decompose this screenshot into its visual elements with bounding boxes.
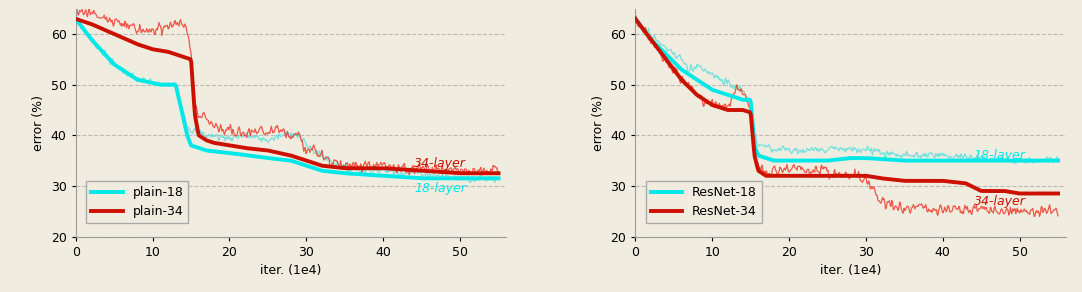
ResNet-34 [1001,190,1014,193]
ResNet-34 [660,58,673,61]
plain-18 [361,173,374,177]
plain-34 [69,17,82,21]
Line: ResNet-34: ResNet-34 [635,19,1058,194]
Text: 34-layer: 34-layer [974,194,1026,208]
ResNet-34 [629,17,642,21]
Y-axis label: error (%): error (%) [32,95,45,151]
plain-34 [262,149,275,152]
plain-18 [415,177,428,180]
Line: plain-18: plain-18 [76,19,499,178]
ResNet-18 [922,159,935,162]
ResNet-18 [660,53,673,56]
plain-18 [443,177,456,180]
Legend: ResNet-18, ResNet-34: ResNet-18, ResNet-34 [646,181,762,223]
Legend: plain-18, plain-34: plain-18, plain-34 [87,181,188,223]
plain-34 [454,171,467,175]
ResNet-18 [629,17,642,21]
Text: 18-layer: 18-layer [974,149,1026,162]
ResNet-18 [822,159,835,162]
ResNet-34 [1014,192,1027,195]
ResNet-34 [1002,190,1015,193]
plain-34 [441,171,454,174]
plain-34 [492,171,505,175]
X-axis label: iter. (1e4): iter. (1e4) [261,264,321,277]
ResNet-18 [792,159,805,162]
ResNet-18 [1002,159,1015,162]
plain-18 [262,156,275,160]
Text: 34-layer: 34-layer [414,157,466,170]
ResNet-18 [1002,159,1015,162]
ResNet-34 [1052,192,1065,195]
ResNet-34 [791,174,804,178]
plain-34 [100,29,113,32]
ResNet-18 [1052,159,1065,162]
Line: plain-34: plain-34 [76,19,499,173]
ResNet-34 [922,179,935,182]
Text: 18-layer: 18-layer [414,182,466,195]
plain-34 [232,145,245,149]
X-axis label: iter. (1e4): iter. (1e4) [820,264,881,277]
plain-18 [100,54,113,58]
ResNet-34 [821,174,834,178]
plain-34 [361,166,374,170]
plain-18 [69,17,82,21]
plain-18 [492,177,505,180]
Y-axis label: error (%): error (%) [592,95,605,151]
ResNet-18 [767,159,780,162]
plain-34 [441,171,454,174]
Line: ResNet-18: ResNet-18 [635,19,1058,161]
plain-18 [232,152,245,156]
plain-18 [441,177,454,180]
